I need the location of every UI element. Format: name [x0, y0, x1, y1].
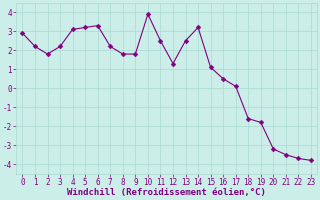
- X-axis label: Windchill (Refroidissement éolien,°C): Windchill (Refroidissement éolien,°C): [67, 188, 266, 197]
